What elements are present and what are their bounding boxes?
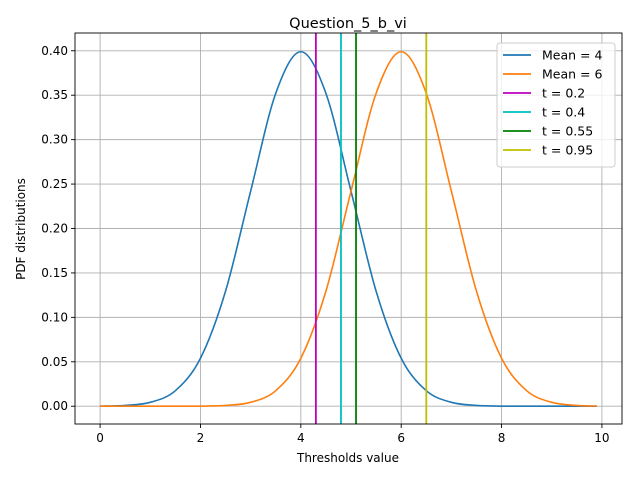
y-tick-label: 0.10 (41, 310, 68, 324)
y-tick-label: 0.35 (41, 88, 68, 102)
legend-label: t = 0.55 (542, 124, 593, 139)
y-tick-label: 0.20 (41, 222, 68, 236)
threshold-lines (314, 33, 428, 424)
y-tick-label: 0.30 (41, 133, 68, 147)
chart-title: Question_5_b_vi (289, 16, 407, 32)
x-axis-label: Thresholds value (296, 451, 399, 465)
x-tick-label: 4 (297, 431, 305, 445)
y-tick-label: 0.15 (41, 266, 68, 280)
legend-label: t = 0.2 (542, 86, 585, 101)
legend-label: t = 0.4 (542, 105, 585, 120)
x-tick-label: 8 (498, 431, 506, 445)
y-axis-label: PDF distributions (14, 178, 28, 280)
legend-label: Mean = 4 (542, 48, 602, 63)
x-tick-label: 10 (594, 431, 609, 445)
y-tick-label: 0.00 (41, 399, 68, 413)
axis-ticks: 0 2 4 6 8 10 0.00 0.05 0.10 0.15 0.20 0.25 0.30 0.35 0… (41, 44, 609, 445)
y-tick-label: 0.05 (41, 355, 68, 369)
legend-label: t = 0.95 (542, 143, 593, 158)
x-tick-label: 6 (397, 431, 405, 445)
y-tick-label: 0.40 (41, 44, 68, 58)
series-line-1 (100, 50, 597, 408)
legend-label: Mean = 6 (542, 67, 602, 82)
x-tick-label: 0 (96, 431, 104, 445)
y-tick-label: 0.25 (41, 177, 68, 191)
x-tick-label: 2 (197, 431, 205, 445)
legend: Mean = 4 Mean = 6 t = 0.2 t = 0.4 t = 0.55 t … (496, 42, 616, 168)
